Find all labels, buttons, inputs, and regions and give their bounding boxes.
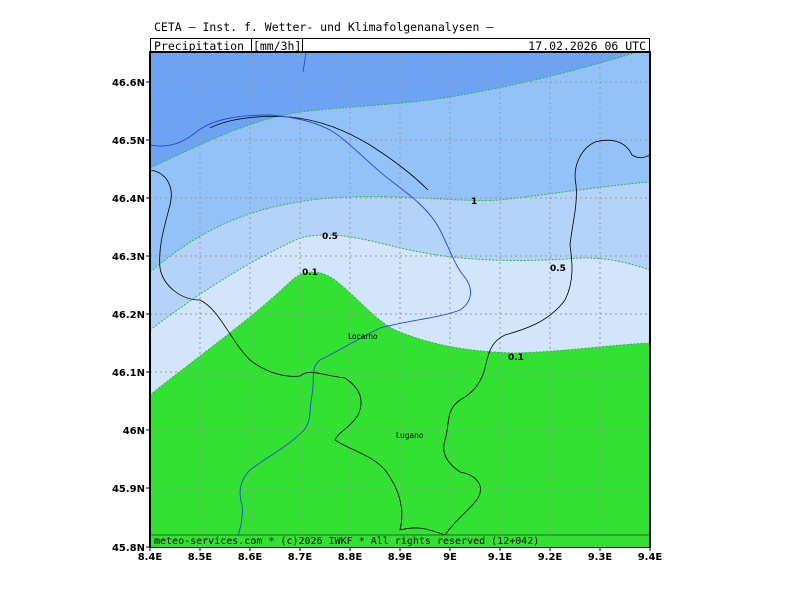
- country-borders: [150, 116, 650, 536]
- border-north: [209, 116, 429, 191]
- lat-label: 46.6N: [112, 78, 145, 89]
- lon-label: 8.8E: [338, 552, 363, 563]
- contour-label-0.1-east: 0.1: [508, 353, 524, 363]
- contour-label-0.1-west: 0.1: [302, 268, 318, 278]
- lat-label: 46.1N: [112, 368, 145, 379]
- lon-label: 8.9E: [388, 552, 413, 563]
- lon-label: 9.3E: [588, 552, 613, 563]
- lon-label: 9.2E: [538, 552, 563, 563]
- longitude-labels: 8.4E 8.5E 8.6E 8.7E 8.8E 8.9E 9E 9.1E 9.…: [138, 552, 663, 563]
- lat-label: 46.4N: [112, 194, 145, 205]
- footer-credit: meteo-services.com * (c)2026 IWKF * All …: [154, 536, 539, 547]
- axis-ticks: [146, 81, 651, 551]
- lat-label: 46.3N: [112, 252, 145, 263]
- lon-label: 9E: [443, 552, 457, 563]
- parameter-name: Precipitation_: [154, 39, 251, 53]
- contour-label-0.5-west: 0.5: [322, 232, 338, 242]
- lat-label: 46.2N: [112, 310, 145, 321]
- precip-band-below-0.1: [150, 271, 650, 547]
- lon-label: 8.4E: [138, 552, 163, 563]
- map-header-title: CETA — Inst. f. Wetter- und Klimafolgena…: [154, 20, 494, 34]
- lon-label: 8.6E: [238, 552, 263, 563]
- footer-bar: [151, 535, 649, 547]
- contour-line-0.5: [150, 234, 650, 331]
- lat-label: 46.5N: [112, 136, 145, 147]
- lat-label: 45.8N: [112, 543, 145, 554]
- parameter-unit: [mm/3h]: [250, 38, 304, 53]
- map-label-bar: Precipitation_ [mm/3h] 17.02.2026 06 UTC: [150, 38, 650, 53]
- contour-label-1: 1: [471, 197, 477, 207]
- latitude-labels: 46.6N 46.5N 46.4N 46.3N 46.2N 46.1N 46N …: [112, 78, 145, 554]
- contour-line-0.1: [150, 271, 650, 396]
- town-label-locarno: Locarno: [348, 332, 378, 341]
- parameter-label: Precipitation_ [mm/3h]: [154, 38, 304, 53]
- lon-label: 8.5E: [188, 552, 213, 563]
- lon-label: 9.1E: [488, 552, 513, 563]
- lon-label: 9.4E: [638, 552, 663, 563]
- river-maggia-ticino: [150, 114, 471, 547]
- map-plot-area: [150, 52, 650, 547]
- lakes-and-rivers: [150, 52, 471, 547]
- town-label-lugano: Lugano: [396, 431, 424, 440]
- lat-lon-grid: [150, 52, 650, 547]
- lat-label: 45.9N: [112, 484, 145, 495]
- river-north: [302, 52, 307, 73]
- border-west: [150, 139, 650, 536]
- contour-label-0.5-east: 0.5: [550, 264, 566, 274]
- valid-time: 17.02.2026 06 UTC: [528, 39, 646, 53]
- lat-label: 46N: [123, 426, 145, 437]
- lon-label: 8.7E: [288, 552, 313, 563]
